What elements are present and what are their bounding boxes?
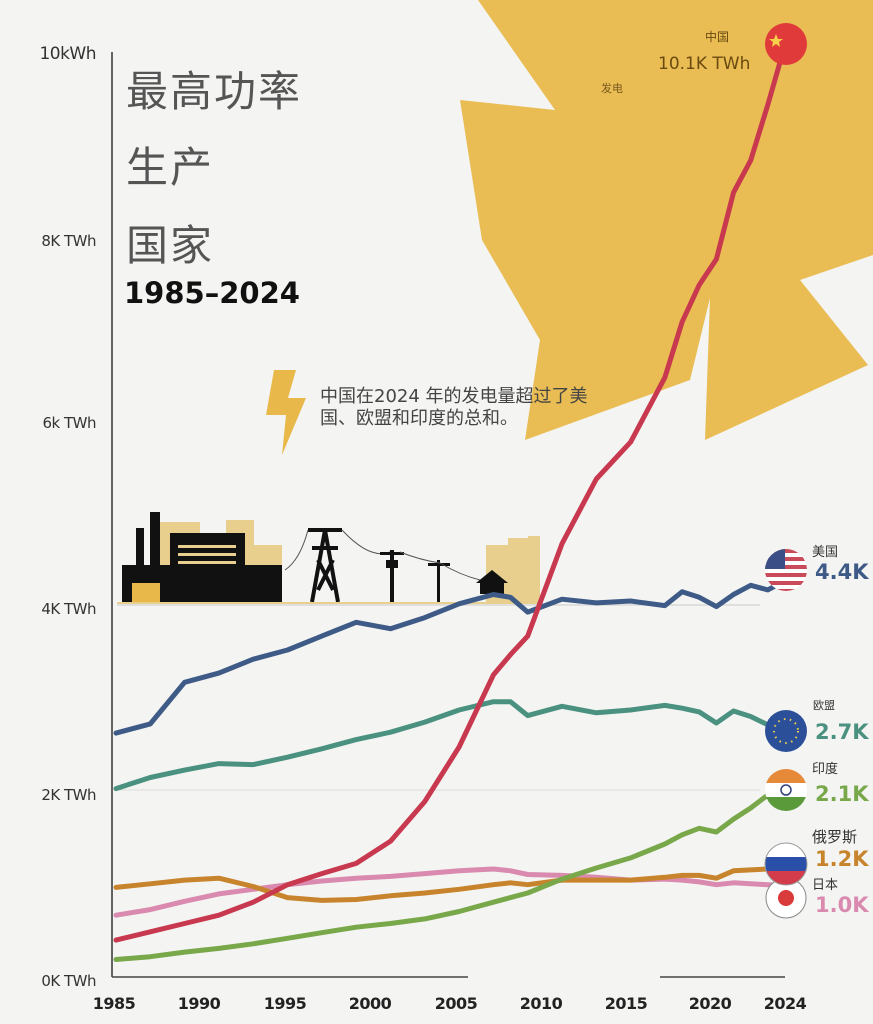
- y-tick-10k: 10kWh: [39, 44, 96, 64]
- eu-value: 2.7K: [815, 720, 869, 744]
- usa-label: 美国: [812, 545, 839, 560]
- eu-flag-icon: [765, 710, 807, 752]
- x-tick-2010: 2010: [519, 994, 563, 1013]
- series-line-usa: [113, 578, 788, 736]
- x-tick-2024: 2024: [763, 994, 807, 1013]
- india-label: 印度: [812, 762, 839, 777]
- usa-flag-icon: [765, 549, 807, 591]
- russia-label: 俄罗斯: [812, 828, 858, 846]
- y-tick-6k: 6k TWh: [42, 414, 97, 432]
- eu-label: 欧盟: [813, 699, 835, 712]
- chart-title-line-2: 生产: [126, 143, 215, 192]
- y-tick-8k: 8K TWh: [41, 232, 96, 250]
- chart-year-range: 1985–2024: [124, 276, 300, 310]
- japan-value: 1.0K: [815, 893, 869, 917]
- china-value: 10.1K TWh: [658, 54, 751, 74]
- russia-flag-icon: [764, 842, 808, 886]
- chart-title-line-1: 最高功率: [126, 67, 303, 116]
- annotation-text: 中国在2024 年的发电量超过了美国、欧盟和印度的总和。: [320, 386, 588, 429]
- series-line-china: [113, 42, 788, 943]
- y-tick-4k: 4K TWh: [41, 600, 96, 618]
- japan-label: 日本: [812, 878, 839, 893]
- russia-value: 1.2K: [815, 847, 869, 871]
- y-tick-0k: 0K TWh: [41, 972, 96, 990]
- series-line-russia: [113, 865, 788, 903]
- lightning-bolt-icon: [266, 370, 306, 455]
- series-line-japan: [113, 866, 788, 918]
- sun-label: 发电: [601, 82, 623, 95]
- usa-value: 4.4K: [815, 560, 869, 584]
- power-grid-illustration: [117, 512, 540, 604]
- x-tick-1995: 1995: [263, 994, 307, 1013]
- japan-flag-icon: [765, 877, 807, 919]
- chart-title-line-3: 国家: [126, 221, 215, 270]
- x-tick-2020: 2020: [688, 994, 732, 1013]
- china-flag-icon: [765, 23, 807, 65]
- series-lines: [113, 42, 788, 962]
- x-tick-2000: 2000: [348, 994, 392, 1013]
- x-tick-2015: 2015: [604, 994, 648, 1013]
- x-tick-2005: 2005: [434, 994, 478, 1013]
- x-tick-1985: 1985: [92, 994, 136, 1013]
- sun-burst-shape: [460, 0, 873, 440]
- x-tick-1990: 1990: [177, 994, 221, 1013]
- series-line-india: [113, 786, 788, 962]
- india-value: 2.1K: [815, 782, 869, 806]
- china-label: 中国: [705, 30, 730, 44]
- india-flag-icon: [765, 769, 807, 811]
- series-line-eu: [113, 699, 788, 792]
- y-tick-2k: 2K TWh: [41, 786, 96, 804]
